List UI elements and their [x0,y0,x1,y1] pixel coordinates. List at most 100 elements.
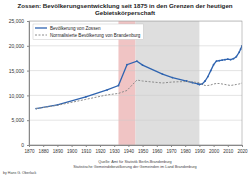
x-tick-mark [100,145,101,147]
y-axis-line [27,22,30,146]
plot-background [29,21,242,145]
y-tick: 25,000 [9,18,29,24]
x-tick-mark [214,145,215,147]
x-tick-label: 1880 [39,149,50,154]
grid-line [29,95,242,96]
marker [210,70,212,72]
marker [85,96,87,98]
x-tick-label: 1950 [138,149,149,154]
x-tick-mark [228,145,229,147]
source: Quelle: Amt für Statistik Berlin-Branden… [98,160,171,164]
x-tick: 1900 [67,145,78,154]
marker [216,60,218,62]
y-tick: 5,000 [11,117,29,123]
x-tick: 2020 [237,145,248,154]
x-tick-label: 1980 [181,149,192,154]
x-tick: 1920 [95,145,106,154]
x-axis-line [30,146,243,148]
author: by Hans G. Oberlack [3,171,37,175]
y-tick-label: 20,000 [9,43,25,49]
marker [230,59,232,61]
x-tick: 1880 [39,145,50,154]
legend-item: Normalisierte Bevölkerung von Brandenbur… [35,33,141,38]
marker [142,64,144,66]
marks [29,21,242,145]
x-tick: 1970 [166,145,177,154]
x-tick-label: 2020 [237,149,248,154]
y-axis: 0 5,000 10,000 15,000 20,000 25,000 [9,18,30,148]
legend-swatch [35,27,47,28]
x-tick: 1940 [124,145,135,154]
marker [218,60,220,62]
x-tick-label: 1920 [95,149,106,154]
series-line [36,46,242,109]
x-tick-mark [43,145,44,147]
marker [207,76,209,78]
x-tick-label: 1910 [81,149,92,154]
x-tick-mark [57,145,58,147]
series-line [36,80,242,109]
x-tick: 1870 [24,145,35,154]
marker [172,77,174,79]
y-tick: 15,000 [9,68,29,74]
marker [126,64,128,66]
chart: Zossen: Bevölkerungsentwicklung seit 187… [0,0,250,177]
x-tick-mark [199,145,200,147]
y-tick-mark [27,21,29,22]
x-tick-label: 1930 [110,149,121,154]
x-axis: 1870 18801890190019101920 1930194019501960… [24,145,248,154]
x-tick: 1930 [110,145,121,154]
legend: Bevölkerung von Zossen Normalisierte Bevö… [33,24,143,40]
marker [238,51,240,53]
marker [224,59,226,61]
x-tick-label: 1900 [67,149,78,154]
y-tick-label: 5,000 [11,117,24,123]
y-tick: 0 [21,142,29,148]
y-tick-mark [27,46,29,47]
x-tick: 2000 [209,145,220,154]
x-tick-label: 1890 [53,149,64,154]
marker [199,84,201,86]
legend-item: Bevölkerung von Zossen [35,26,101,31]
x-tick-label: 1960 [152,149,163,154]
legend-label: Bevölkerung von Zossen [50,26,101,31]
marker [213,64,215,66]
y-tick-mark [27,120,29,121]
y-tick-label: 10,000 [9,93,25,99]
legend-swatch [35,35,47,36]
x-tick: 1990 [195,145,206,154]
x-tick-label: 2010 [223,149,234,154]
x-tick: 1980 [181,145,192,154]
x-tick-mark [242,145,243,147]
marker [204,80,206,82]
y-tick-mark [27,95,29,96]
x-tick: 1960 [152,145,163,154]
grid-line [29,70,242,71]
source: Statistische Gemeindebevölkerung der Gem… [73,165,196,169]
title: Zossen: Bevölkerungsentwicklung seit 187… [17,2,232,16]
x-tick-mark [72,145,73,147]
y-tick: 10,000 [9,93,29,99]
x-tick-mark [157,145,158,147]
marker [118,85,120,87]
x-tick-mark [128,145,129,147]
x-tick: 1890 [53,145,64,154]
grid-line [29,45,242,46]
legend-label: Normalisierte Bevölkerung von Brandenbur… [50,33,141,38]
marker [240,48,242,50]
marker [106,89,108,91]
y-tick-mark [27,71,29,72]
marker [162,73,164,75]
plot: 1870 18801890190019101920 1930194019501960… [9,18,248,154]
y-tick-label: 25,000 [9,18,25,24]
y-tick: 20,000 [9,43,29,49]
x-tick-label: 1870 [24,149,35,154]
x-tick: 1950 [138,145,149,154]
x-tick-mark [171,145,172,147]
y-tick-mark [27,145,29,146]
x-tick: 2010 [223,145,234,154]
plot-frame [29,21,242,145]
x-tick-mark [143,145,144,147]
legend-box [33,24,143,40]
x-tick-label: 1990 [195,149,206,154]
